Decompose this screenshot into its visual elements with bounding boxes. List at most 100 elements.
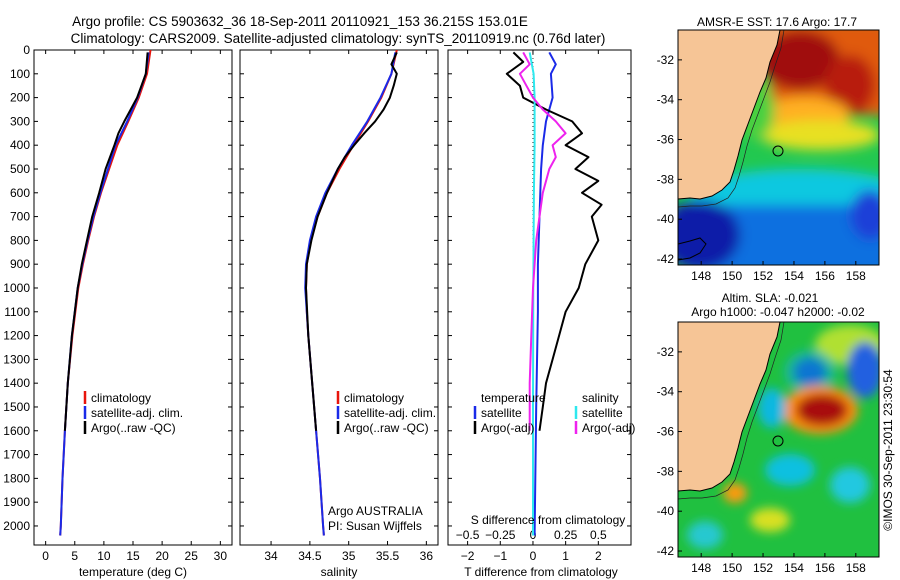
xtick-label: 34 [264, 549, 278, 563]
sla-map [678, 322, 879, 557]
ytick-label: 600 [10, 186, 30, 200]
ytick-label: 1100 [4, 305, 30, 319]
map-xtick-label: 150 [722, 269, 742, 283]
salinity-chart: 34 34.5 35 35.5 36 [240, 49, 438, 563]
xtick-label: 36 [420, 549, 434, 563]
map-xtick-label: 154 [784, 561, 804, 575]
xtick-label: 35.5 [376, 549, 400, 563]
title-line-2: Climatology: CARS2009. Satellite-adjuste… [71, 31, 606, 46]
sla-cyan-west [758, 388, 786, 428]
ytick-label: 300 [10, 114, 30, 128]
map-ytick-label: -34 [657, 385, 675, 399]
map-ytick-label: -40 [657, 212, 675, 226]
ytick-label: 200 [10, 91, 30, 105]
sla-land [678, 322, 780, 491]
legend-label-sal-argo: Argo(-adj) [582, 421, 635, 435]
map-xtick-label: 158 [846, 269, 866, 283]
xtick-label: −2 [461, 549, 475, 563]
ytick-label: 400 [10, 138, 30, 152]
sla-isobath [678, 322, 785, 500]
ytick-label: 700 [10, 210, 30, 224]
legend-title-temperature: temperature [481, 391, 546, 405]
legend-label-argo: Argo(..raw -QC) [91, 421, 176, 435]
sst-coastline [678, 30, 781, 200]
map-ytick-label: -42 [657, 544, 675, 558]
xtick-label: 15 [126, 549, 140, 563]
series-temperature-satellite [533, 51, 557, 536]
temperature-xlabel: temperature (deg C) [79, 565, 187, 579]
map-ytick-label: -32 [657, 345, 675, 359]
sla-cyan-southwest [687, 521, 723, 549]
legend-label-temp-argo: Argo(-adj) [481, 421, 534, 435]
sst-cold-southwest [678, 200, 740, 265]
xtick-label: −1 [493, 549, 507, 563]
sla-map-title-2: Argo h1000: -0.047 h2000: -0.02 [691, 305, 865, 319]
difference-x2label: S difference from climatology [471, 513, 626, 527]
map-ytick-label: -36 [657, 133, 675, 147]
ytick-label: 1700 [3, 448, 30, 462]
ytick-label: 1300 [3, 352, 30, 366]
map-ytick-label: -40 [657, 504, 675, 518]
difference-chart: −2 −1 0 1 2−0.5 −0.25 0 0.25 0.5 [448, 49, 631, 563]
legend-label-argo: Argo(..raw -QC) [344, 421, 429, 435]
sst-map-title: AMSR-E SST: 17.6 Argo: 17.7 [697, 15, 857, 29]
x2tick-label: 0.5 [590, 528, 607, 542]
salinity-xlabel: salinity [321, 565, 358, 579]
ytick-label: 1200 [3, 329, 30, 343]
series-salinity-argo-adj- [518, 51, 567, 431]
legend-title-salinity: salinity [582, 391, 619, 405]
sla-cyan-ring [784, 350, 836, 394]
sst-cool-patch [850, 190, 879, 240]
xtick-label: 30 [214, 549, 228, 563]
map-ytick-label: -34 [657, 93, 675, 107]
ytick-label: 0 [23, 43, 30, 57]
legend-label-climatology: climatology [91, 391, 151, 405]
series-salinity-satellite [528, 52, 536, 536]
legend-label-satellite-adj: satellite-adj. clim. [91, 406, 183, 420]
temperature-chart: 0100200300400500600700800900100011001200… [3, 43, 232, 563]
xtick-label: 5 [71, 549, 78, 563]
temperature-legend: climatology satellite-adj. clim. Argo(..… [83, 391, 183, 435]
series-satellite-adj-clim- [59, 52, 150, 536]
sst-map [678, 30, 879, 265]
ytick-label: 1400 [3, 376, 30, 390]
ytick-label: 1600 [3, 424, 30, 438]
series-group [304, 50, 398, 536]
ytick-label: 1900 [3, 495, 30, 509]
sla-map-axes: 148 150 152 154 156 158 -32 -34 -36 -38 -40 -42 [657, 345, 866, 575]
ytick-label: 1500 [3, 400, 30, 414]
sla-coastline [678, 322, 781, 492]
sla-map-frame [677, 321, 880, 558]
map-xtick-label: 154 [784, 269, 804, 283]
ytick-label: 900 [10, 257, 30, 271]
xtick-label: 10 [97, 549, 111, 563]
sla-cyan-south [765, 454, 815, 486]
sst-hot-spot [760, 30, 840, 90]
sla-blue-east [847, 342, 879, 398]
salinity-legend: climatology satellite-adj. clim. Argo(..… [328, 391, 436, 533]
sla-red-eddy [796, 394, 848, 426]
map-ytick-label: -36 [657, 425, 675, 439]
sst-land [678, 30, 780, 199]
footer-timestamp: ©IMOS 30-Sep-2011 23:30:54 [881, 369, 895, 531]
map-xtick-label: 152 [753, 561, 773, 575]
map-xtick-label: 150 [722, 561, 742, 575]
sla-cyan-southeast [830, 467, 870, 503]
title-line-1: Argo profile: CS 5903632_36 18-Sep-2011 … [72, 14, 528, 29]
sst-map-axes: 148 150 152 154 156 158 -32 -34 -36 -38 -40 -42 [657, 53, 866, 283]
map-ytick-label: -38 [657, 172, 675, 186]
xtick-label: 20 [155, 549, 169, 563]
xtick-label: 2 [595, 549, 602, 563]
xtick-label: 0 [530, 549, 537, 563]
map-ytick-label: -42 [657, 252, 675, 266]
series-argo-raw-qc- [63, 52, 149, 431]
series-group [59, 50, 152, 536]
series-argo-raw-qc- [305, 51, 398, 431]
x2tick-label: −0.5 [456, 528, 480, 542]
legend-label-temp-satellite: satellite [481, 406, 522, 420]
difference-axes [447, 49, 632, 546]
ytick-label: 1000 [3, 281, 30, 295]
ytick-label: 800 [10, 233, 30, 247]
annotation-pi: PI: Susan Wijffels [328, 519, 422, 533]
